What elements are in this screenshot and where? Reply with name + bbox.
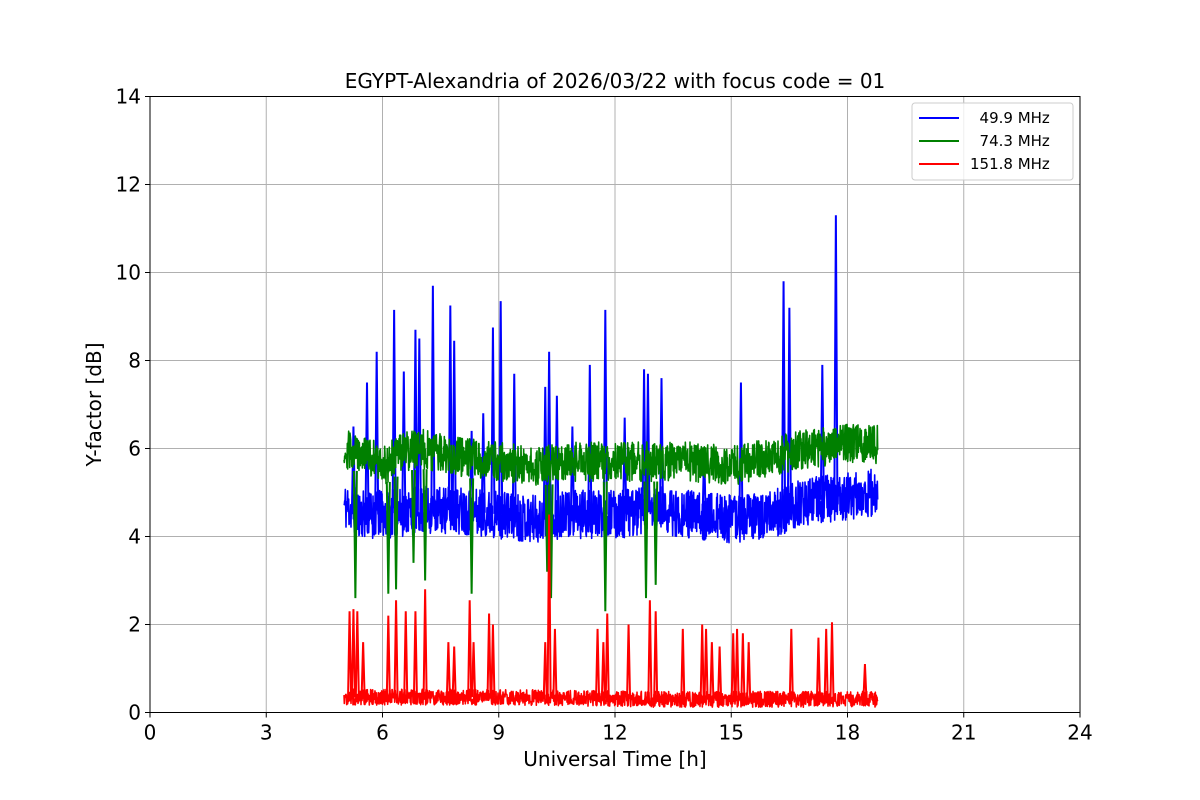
spike-151-8-mhz [626, 624, 632, 699]
series-trace-151-8-mhz [343, 688, 879, 708]
x-tick-label: 6 [376, 721, 389, 745]
dip-74-3-mhz [411, 470, 416, 563]
spike-151-8-mhz [699, 624, 705, 700]
series-trace-74-3-mhz [343, 423, 879, 486]
x-tick-label: 9 [492, 721, 505, 745]
y-axis-ticks: 0 2 4 6 8 10 12 14 [116, 85, 150, 725]
spike-151-8-mhz [862, 664, 868, 700]
legend-label-151-8-mhz: 151.8 MHz [970, 155, 1050, 173]
spike-151-8-mhz [546, 514, 552, 698]
spike-151-8-mhz [542, 642, 548, 698]
spike-151-8-mhz [552, 628, 558, 698]
y-axis-title: Y-factor [dB] [82, 342, 106, 467]
x-tick-label: 0 [144, 721, 157, 745]
spike-151-8-mhz [486, 613, 492, 698]
spike-151-8-mhz [703, 628, 709, 700]
y-tick-label: 8 [128, 349, 141, 373]
x-tick-label: 3 [260, 721, 273, 745]
chart-title: EGYPT-Alexandria of 2026/03/22 with focu… [345, 69, 886, 93]
spike-151-8-mhz [595, 628, 601, 699]
spike-49-9-mhz [781, 281, 787, 510]
x-axis-title: Universal Time [h] [523, 747, 706, 771]
dip-74-3-mhz [643, 481, 649, 599]
y-tick-label: 4 [128, 525, 141, 549]
spike-49-9-mhz [364, 382, 370, 515]
spike-151-8-mhz [788, 628, 794, 700]
spike-151-8-mhz [815, 637, 821, 700]
spike-151-8-mhz [829, 622, 835, 700]
spike-49-9-mhz [430, 285, 436, 511]
spike-49-9-mhz [622, 417, 628, 514]
y-tick-label: 6 [128, 437, 141, 461]
spike-151-8-mhz [647, 600, 653, 700]
spike-49-9-mhz [480, 413, 486, 513]
spike-151-8-mhz [412, 611, 418, 698]
y-tick-label: 10 [116, 261, 141, 285]
spike-151-8-mhz [730, 633, 736, 700]
spike-151-8-mhz [445, 642, 451, 698]
dip-74-3-mhz [653, 481, 659, 585]
spike-151-8-mhz [823, 628, 829, 700]
legend-label-74-3-mhz: 74.3 MHz [970, 132, 1050, 150]
dip-74-3-mhz [352, 470, 358, 599]
dip-74-3-mhz [422, 469, 428, 581]
spike-151-8-mhz [360, 642, 366, 698]
y-tick-label: 0 [128, 701, 141, 725]
spike-151-8-mhz [385, 615, 391, 698]
legend-label-49-9-mhz: 49.9 MHz [970, 109, 1050, 127]
spike-151-8-mhz [347, 611, 353, 698]
x-tick-label: 12 [602, 721, 627, 745]
spike-151-8-mhz [471, 642, 477, 698]
dip-74-3-mhz [602, 481, 608, 612]
spike-151-8-mhz [393, 600, 399, 698]
spike-151-8-mhz [490, 624, 496, 698]
x-tick-label: 15 [719, 721, 744, 745]
dip-74-3-mhz [393, 476, 399, 590]
y-tick-label: 14 [116, 85, 141, 109]
spike-151-8-mhz [422, 589, 428, 698]
spike-151-8-mhz [740, 633, 746, 700]
spike-151-8-mhz [717, 646, 723, 700]
x-tick-label: 24 [1067, 721, 1092, 745]
spike-151-8-mhz [354, 611, 360, 698]
y-tick-label: 12 [116, 173, 141, 197]
spike-151-8-mhz [680, 628, 686, 700]
x-tick-label: 18 [835, 721, 860, 745]
spike-151-8-mhz [653, 611, 659, 700]
dip-74-3-mhz [385, 481, 391, 594]
spike-151-8-mhz [451, 646, 457, 698]
legend-frame [911, 102, 1074, 181]
legend: 49.9 MHz 74.3 MHz 151.8 MHz [911, 102, 1074, 181]
spike-151-8-mhz [746, 642, 752, 700]
spike-49-9-mhz [569, 426, 575, 515]
x-tick-label: 21 [951, 721, 976, 745]
y-tick-label: 2 [128, 613, 141, 637]
dip-74-3-mhz [469, 478, 475, 594]
spike-151-8-mhz [467, 600, 473, 698]
spike-151-8-mhz [734, 628, 740, 700]
x-axis-ticks: 0 3 6 9 12 15 18 21 24 [144, 712, 1093, 745]
spike-151-8-mhz [709, 642, 715, 700]
spike-151-8-mhz [350, 609, 356, 698]
spike-151-8-mhz [403, 611, 409, 698]
dip-74-3-mhz [544, 484, 550, 572]
spike-49-9-mhz [786, 307, 792, 508]
spike-49-9-mhz [833, 215, 839, 499]
spike-151-8-mhz [604, 613, 610, 699]
series-layer [343, 215, 879, 708]
spike-151-8-mhz [600, 642, 606, 699]
